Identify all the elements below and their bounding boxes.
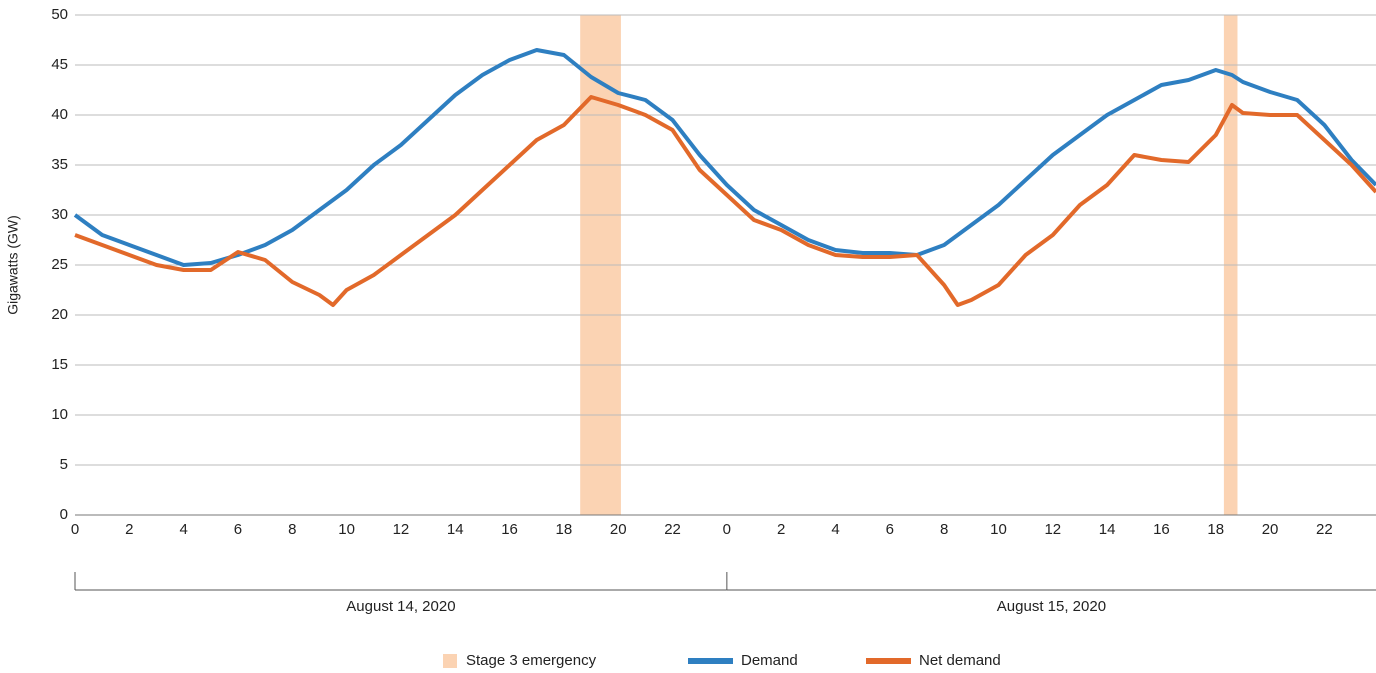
y-tick-label: 10 xyxy=(51,406,68,423)
legend-label: Stage 3 emergency xyxy=(466,652,597,669)
x-tick-label: 6 xyxy=(234,521,242,538)
legend-swatch xyxy=(866,658,911,664)
x-tick-label: 16 xyxy=(1153,521,1170,538)
y-axis-label: Gigawatts (GW) xyxy=(5,215,21,315)
x-tick-label: 14 xyxy=(447,521,464,538)
x-tick-label: 4 xyxy=(831,521,839,538)
x-tick-label: 14 xyxy=(1099,521,1116,538)
y-tick-label: 25 xyxy=(51,256,68,273)
x-tick-label: 0 xyxy=(71,521,79,538)
x-tick-label: 18 xyxy=(556,521,573,538)
group-label: August 15, 2020 xyxy=(997,598,1106,615)
x-tick-label: 16 xyxy=(501,521,518,538)
y-tick-label: 50 xyxy=(51,6,68,23)
x-tick-label: 22 xyxy=(664,521,681,538)
x-tick-label: 22 xyxy=(1316,521,1333,538)
y-tick-label: 45 xyxy=(51,56,68,73)
x-tick-label: 4 xyxy=(179,521,187,538)
y-tick-label: 40 xyxy=(51,106,68,123)
legend-swatch xyxy=(688,658,733,664)
legend-swatch xyxy=(443,654,457,668)
y-tick-label: 15 xyxy=(51,356,68,373)
x-tick-label: 20 xyxy=(1262,521,1279,538)
x-tick-label: 0 xyxy=(723,521,731,538)
x-tick-label: 18 xyxy=(1207,521,1224,538)
x-tick-label: 10 xyxy=(338,521,355,538)
y-tick-label: 35 xyxy=(51,156,68,173)
y-tick-label: 20 xyxy=(51,306,68,323)
series-line xyxy=(73,48,1376,267)
series-line xyxy=(74,95,1376,307)
x-tick-label: 20 xyxy=(610,521,627,538)
y-tick-label: 30 xyxy=(51,206,68,223)
legend-label: Net demand xyxy=(919,652,1001,669)
x-tick-label: 8 xyxy=(940,521,948,538)
x-tick-label: 12 xyxy=(1044,521,1061,538)
x-tick-label: 10 xyxy=(990,521,1007,538)
x-tick-label: 12 xyxy=(393,521,410,538)
legend-label: Demand xyxy=(741,652,798,669)
x-tick-label: 2 xyxy=(777,521,785,538)
y-tick-label: 0 xyxy=(60,506,68,523)
x-tick-label: 2 xyxy=(125,521,133,538)
y-tick-label: 5 xyxy=(60,456,68,473)
x-tick-label: 8 xyxy=(288,521,296,538)
x-tick-label: 6 xyxy=(886,521,894,538)
group-label: August 14, 2020 xyxy=(346,598,455,615)
